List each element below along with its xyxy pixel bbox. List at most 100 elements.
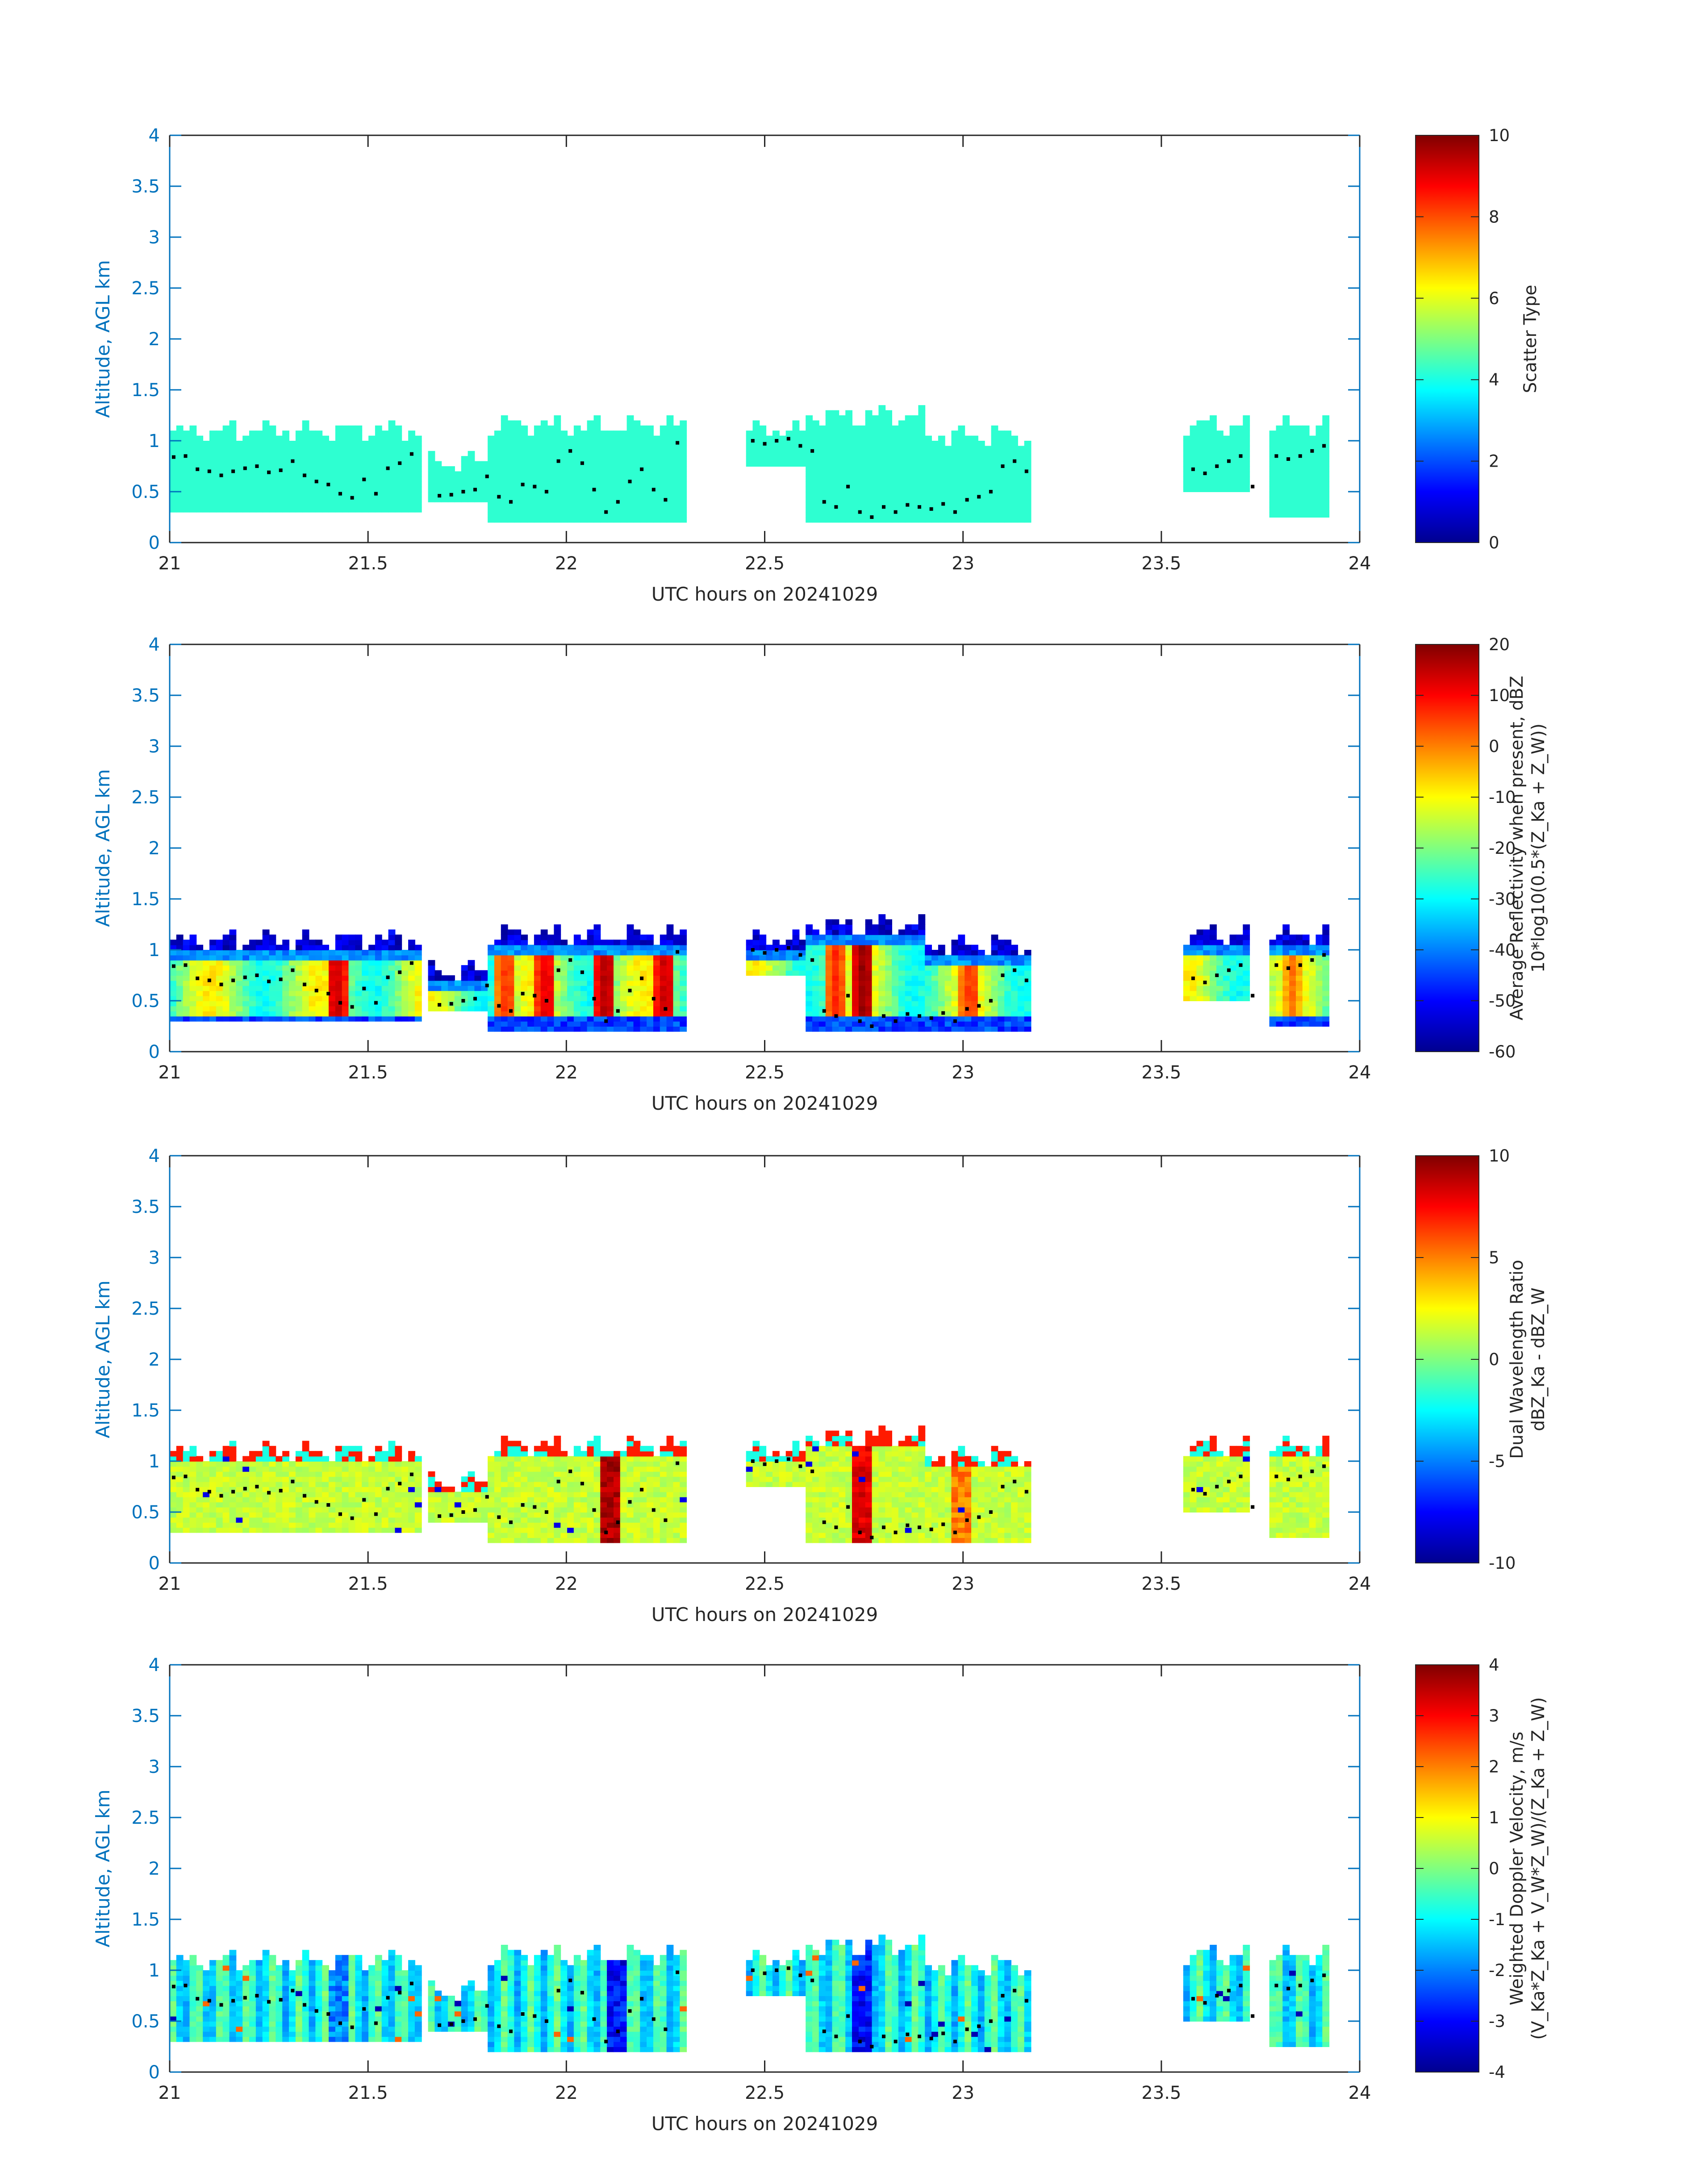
heatmap-cell xyxy=(488,1001,495,1007)
heatmap-cell xyxy=(1196,420,1204,426)
heatmap-cell xyxy=(819,1021,826,1027)
heatmap-cell xyxy=(428,975,435,981)
heatmap-cell xyxy=(368,501,376,508)
heatmap-cell xyxy=(236,456,243,462)
heatmap-cell xyxy=(262,944,270,950)
heatmap-cell xyxy=(680,512,687,518)
heatmap-cell xyxy=(977,975,985,981)
heatmap-cell xyxy=(892,934,899,940)
heatmap-cell xyxy=(600,995,608,1001)
heatmap-cell xyxy=(958,960,965,966)
heatmap-cell xyxy=(282,486,289,492)
heatmap-cell xyxy=(236,476,243,482)
heatmap-cell xyxy=(852,934,859,940)
heatmap-cell xyxy=(329,456,336,462)
heatmap-cell xyxy=(560,446,568,451)
heatmap-cell xyxy=(329,446,336,451)
heatmap-cell xyxy=(1024,456,1031,462)
heatmap-cell xyxy=(892,990,899,996)
heatmap-cell xyxy=(647,466,654,472)
heatmap-cell xyxy=(653,1016,660,1022)
heatmap-cell xyxy=(633,476,641,482)
heatmap-cell xyxy=(587,995,594,1001)
heatmap-cell xyxy=(600,466,608,472)
heatmap-cell xyxy=(521,940,528,945)
heatmap-cell xyxy=(547,944,555,950)
heatmap-cell xyxy=(540,517,548,523)
heatmap-cell xyxy=(858,940,866,945)
heatmap-cell xyxy=(626,965,634,971)
colorbar-tick-label: 0 xyxy=(1489,737,1499,756)
heatmap-cell xyxy=(309,940,316,945)
heatmap-cell xyxy=(196,451,204,457)
heatmap-cell xyxy=(229,970,237,976)
heatmap-cell xyxy=(607,965,614,971)
heatmap-cell xyxy=(262,965,270,971)
heatmap-cell xyxy=(494,507,501,513)
heatmap-cell xyxy=(1183,960,1190,966)
heatmap-cell xyxy=(488,1006,495,1011)
heatmap-cell xyxy=(189,435,197,441)
heatmap-cell xyxy=(806,430,813,436)
heatmap-cell xyxy=(1004,980,1011,986)
heatmap-cell xyxy=(878,486,886,492)
heatmap-cell xyxy=(593,1011,601,1017)
heatmap-cell xyxy=(269,940,276,945)
heatmap-cell xyxy=(348,940,356,945)
heatmap-cell xyxy=(527,441,535,447)
heatmap-cell xyxy=(766,435,773,441)
heatmap-cell xyxy=(1196,934,1204,940)
heatmap-cell xyxy=(170,995,177,1001)
heatmap-cell xyxy=(229,1456,237,1462)
heatmap-cell xyxy=(1302,430,1310,436)
heatmap-cell xyxy=(309,990,316,996)
heatmap-cell xyxy=(229,456,237,462)
heatmap-cell xyxy=(580,486,588,492)
heatmap-cell xyxy=(958,985,965,991)
heatmap-cell xyxy=(971,446,978,451)
heatmap-cell xyxy=(395,430,402,436)
heatmap-cell xyxy=(428,990,435,996)
heatmap-cell xyxy=(488,435,495,441)
cloud-base-point xyxy=(1215,464,1219,468)
heatmap-cell xyxy=(1269,944,1277,950)
heatmap-cell xyxy=(183,430,190,436)
heatmap-cell xyxy=(607,486,614,492)
heatmap-cell xyxy=(388,501,396,508)
heatmap-cell xyxy=(640,471,647,477)
heatmap-cell xyxy=(680,481,687,487)
heatmap-cell xyxy=(388,944,396,950)
heatmap-cell xyxy=(647,441,654,447)
heatmap-cell xyxy=(1282,497,1290,502)
cloud-base-point xyxy=(810,449,814,453)
heatmap-cell xyxy=(614,466,621,472)
heatmap-cell xyxy=(507,985,515,991)
heatmap-cell xyxy=(196,1507,204,1513)
heatmap-cell xyxy=(785,446,793,451)
heatmap-cell xyxy=(183,446,190,451)
heatmap-cell xyxy=(236,980,243,986)
heatmap-cell xyxy=(587,425,594,431)
heatmap-cell xyxy=(501,517,508,523)
heatmap-cell xyxy=(282,1006,289,1011)
heatmap-cell xyxy=(673,481,681,487)
heatmap-cell xyxy=(355,934,363,940)
heatmap-cell xyxy=(752,456,760,462)
heatmap-cell xyxy=(892,501,899,508)
heatmap-cell xyxy=(302,476,309,482)
heatmap-cell xyxy=(892,975,899,981)
heatmap-cell xyxy=(845,924,852,930)
heatmap-cell xyxy=(660,995,667,1001)
heatmap-cell xyxy=(666,456,674,462)
heatmap-cell xyxy=(825,975,833,981)
heatmap-cell xyxy=(1322,471,1330,477)
heatmap-cell xyxy=(276,471,283,477)
heatmap-cell xyxy=(540,425,548,431)
heatmap-cell xyxy=(865,420,873,426)
heatmap-cell xyxy=(302,965,309,971)
heatmap-cell xyxy=(1243,466,1250,472)
heatmap-cell xyxy=(607,1011,614,1017)
heatmap-cell xyxy=(560,955,568,961)
heatmap-cell xyxy=(1322,497,1330,502)
heatmap-cell xyxy=(1229,446,1237,451)
